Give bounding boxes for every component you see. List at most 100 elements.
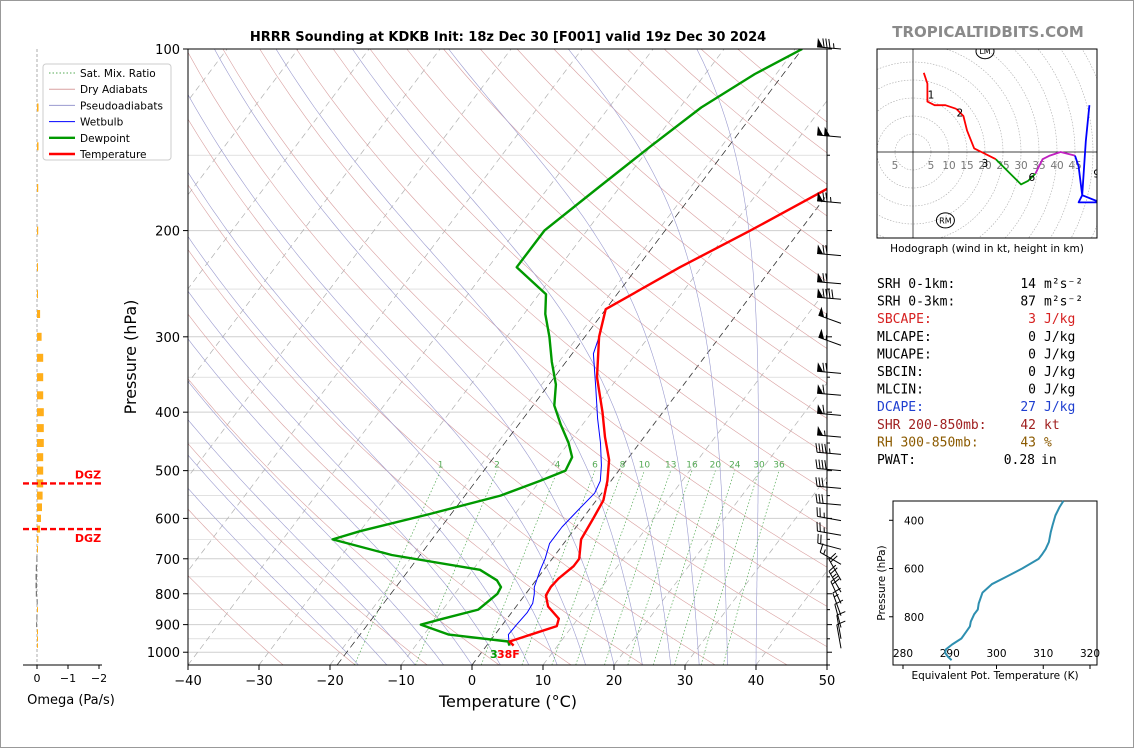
- param-unit: J/kg: [1044, 383, 1075, 398]
- omega-bar: [37, 142, 39, 150]
- theta-e-x-tick-label: 300: [986, 648, 1006, 660]
- param-value: 0: [1028, 330, 1036, 345]
- wind-barb: [829, 553, 841, 580]
- omega-bar: [37, 643, 38, 648]
- param-value: 3: [1028, 312, 1036, 327]
- param-label: MLCIN:: [877, 383, 924, 398]
- legend-label: Dewpoint: [80, 133, 130, 145]
- hodograph-height-label: 3: [982, 158, 989, 170]
- omega-bar: [37, 227, 38, 235]
- legend-label: Dry Adiabats: [80, 84, 148, 96]
- param-unit: J/kg: [1044, 400, 1075, 415]
- barb-feather: [832, 290, 833, 299]
- theta-e-x-tick-label: 280: [893, 648, 913, 660]
- y-tick-label: 200: [155, 225, 180, 240]
- param-unit: J/kg: [1044, 365, 1075, 380]
- mixing-ratio-label: 13: [665, 461, 676, 471]
- wind-barb: [817, 38, 841, 49]
- hodograph-height-label: 1: [928, 89, 935, 101]
- theta-e-y-tick-label: 800: [904, 612, 924, 624]
- theta-e-x-tick-label: 320: [1080, 648, 1100, 660]
- param-unit: J/kg: [1044, 330, 1075, 345]
- mixing-ratio-label: 30: [753, 461, 765, 471]
- barb-staff: [831, 582, 841, 604]
- legend-label: Sat. Mix. Ratio: [80, 68, 156, 80]
- omega-tick-label: −2: [91, 672, 107, 685]
- x-tick-label: 40: [748, 674, 765, 689]
- omega-bar: [37, 424, 44, 432]
- barb-half-feather: [826, 313, 827, 318]
- omega-bar: [37, 492, 43, 500]
- x-axis-label: Temperature (°C): [438, 692, 577, 711]
- hodograph-ring-label: 10: [942, 160, 955, 172]
- y-tick-label: 500: [155, 465, 180, 480]
- param-unit: kt: [1044, 418, 1060, 433]
- param-value: 43: [1020, 435, 1036, 450]
- omega-bar: [37, 515, 41, 522]
- omega-bar: [37, 503, 42, 511]
- omega-bar: [37, 184, 38, 192]
- barb-half-feather: [826, 335, 827, 340]
- omega-bar: [36, 591, 37, 597]
- param-value: 14: [1020, 277, 1036, 292]
- y-tick-label: 300: [155, 331, 180, 346]
- omega-bar: [36, 622, 37, 627]
- omega-bar: [37, 439, 44, 447]
- y-tick-label: 900: [155, 619, 180, 634]
- omega-bar: [37, 599, 38, 604]
- mixing-ratio-label: 16: [686, 461, 698, 471]
- param-label: MLCAPE:: [877, 330, 932, 345]
- hodograph-ring-label: 5: [892, 160, 899, 172]
- omega-bar: [37, 333, 42, 341]
- param-row-rh: RH 300-850mb:43%: [877, 435, 1052, 450]
- y-tick-label: 800: [155, 588, 180, 603]
- barb-feather: [829, 289, 830, 298]
- surface-temp-label: 38F: [497, 648, 520, 661]
- mixing-ratio-label: 6: [592, 461, 598, 471]
- hodograph-ring-label: 5: [928, 160, 935, 172]
- site-branding: TROPICALTIDBITS.COM: [892, 23, 1084, 41]
- param-unit: in: [1041, 453, 1057, 468]
- y-tick-label: 100: [155, 43, 180, 58]
- omega-tick-label: 0: [34, 672, 41, 685]
- y-tick-label: 1000: [147, 646, 180, 661]
- omega-bar: [36, 556, 37, 562]
- barb-flag: [817, 38, 823, 48]
- omega-bar: [36, 574, 38, 580]
- omega-bar: [36, 565, 37, 571]
- hodograph-height-label: 6: [1028, 172, 1035, 184]
- param-row-mlcape: MLCAPE: 0 J/kg: [877, 330, 1075, 345]
- barb-half-feather: [830, 448, 831, 453]
- omega-bar: [37, 104, 39, 112]
- omega-bar: [37, 546, 38, 553]
- barb-half-feather: [827, 482, 828, 487]
- omega-bar: [36, 615, 37, 620]
- param-value: 0: [1028, 365, 1036, 380]
- x-tick-label: 50: [819, 674, 836, 689]
- param-unit: %: [1044, 435, 1052, 450]
- x-tick-label: 30: [677, 674, 694, 689]
- y-tick-label: 700: [155, 553, 180, 568]
- mixing-ratio-label: 8: [620, 461, 626, 471]
- omega-bar: [37, 536, 39, 543]
- y-tick-label: 400: [155, 406, 180, 421]
- param-label: SBCIN:: [877, 365, 924, 380]
- mixing-ratio-label: 2: [494, 461, 500, 471]
- omega-axis-ticks: 0−1−2: [23, 665, 107, 685]
- omega-bar: [37, 637, 38, 642]
- barb-feather: [823, 38, 824, 47]
- y-tick-label: 600: [155, 512, 180, 527]
- x-tick-label: −10: [387, 674, 414, 689]
- x-tick-label: 10: [535, 674, 552, 689]
